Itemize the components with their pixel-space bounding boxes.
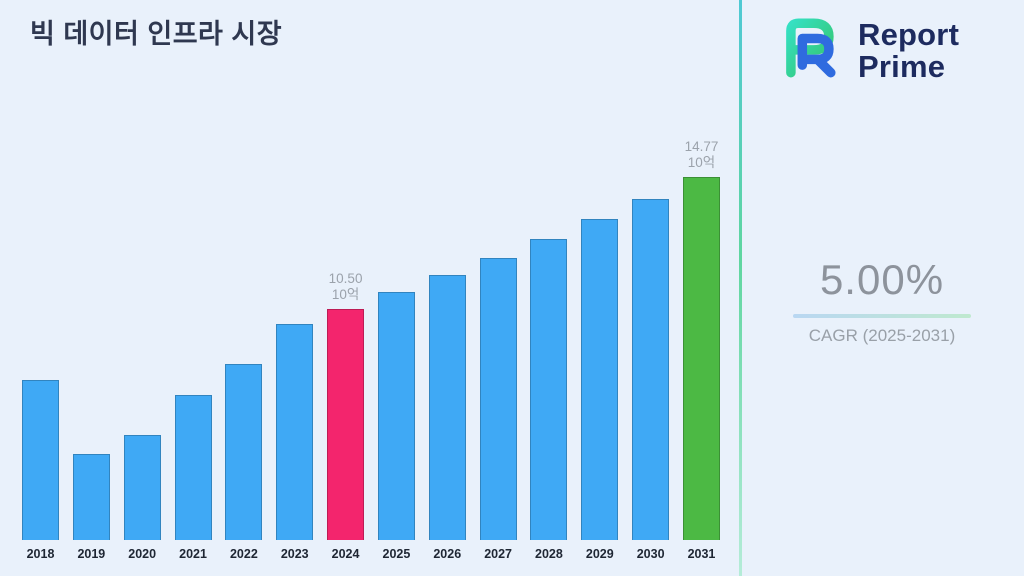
bar-2028: [530, 239, 568, 540]
bar-column-2023: 2023: [276, 170, 314, 561]
x-axis-label-2029: 2029: [585, 547, 614, 561]
bar-column-2020: 2020: [123, 170, 161, 561]
bar-2022: [225, 364, 263, 540]
bar-column-2019: 2019: [72, 170, 110, 561]
x-axis-label-2026: 2026: [433, 547, 462, 561]
bar-column-2028: 2028: [530, 170, 568, 561]
x-axis-label-2020: 2020: [128, 547, 157, 561]
bar-column-2030: 2030: [632, 170, 670, 561]
bar-column-2026: 2026: [428, 170, 466, 561]
bar-2019: [72, 454, 110, 540]
bar-2031: [682, 177, 720, 540]
x-axis-label-2027: 2027: [484, 547, 512, 561]
bar-2020: [123, 435, 161, 540]
x-axis-label-2018: 2018: [26, 547, 55, 561]
bar-2026: [428, 275, 466, 540]
cagr-value: 5.00%: [819, 256, 945, 303]
x-axis-label-2025: 2025: [382, 547, 411, 561]
bar-2018: [22, 380, 59, 540]
bar-column-2027: 2027: [479, 170, 517, 561]
bar-2023: [276, 324, 314, 540]
bar-column-2024: 10.50 10억 2024: [327, 170, 365, 561]
page-title: 빅 데이터 인프라 시장: [30, 19, 283, 49]
x-axis-label-2028: 2028: [535, 547, 563, 561]
cagr-block: 5.00% CAGR (2025-2031): [748, 256, 1016, 346]
x-axis-label-2030: 2030: [636, 547, 665, 561]
x-axis-label-2023: 2023: [280, 547, 309, 561]
bar-2029: [581, 219, 619, 540]
brand-name: Report Prime: [858, 19, 959, 82]
bar-2027: [479, 258, 517, 540]
brand-name-bottom: Prime: [858, 48, 946, 84]
bar-column-2029: 2029: [581, 170, 619, 561]
bar-annotation-2024: 10.50 10억: [328, 270, 363, 302]
x-axis-label-2024: 2024: [331, 547, 360, 561]
x-axis-label-2022: 2022: [229, 547, 258, 561]
x-axis-label-2031: 2031: [687, 547, 716, 561]
bar-2025: [377, 292, 415, 540]
bar-column-2025: 2025: [377, 170, 415, 561]
bar-column-2022: 2022: [225, 170, 263, 561]
x-axis-label-2021: 2021: [179, 547, 207, 561]
section-divider: [739, 0, 742, 576]
brand-block: Report Prime: [770, 10, 959, 91]
bar-column-2031: 14.77 10억 2031: [682, 139, 720, 561]
bar-2021: [174, 395, 212, 540]
bar-chart: 2018 2019 2020 2021 2022 2023 10.50 10억 2024 2025…: [22, 139, 720, 561]
bar-2030: [632, 199, 670, 540]
bar-column-2018: 2018: [22, 170, 59, 561]
cagr-label: CAGR (2025-2031): [808, 326, 956, 345]
brand-name-top: Report: [858, 16, 960, 52]
report-prime-logo-icon: [770, 10, 846, 91]
bar-column-2021: 2021: [174, 170, 212, 561]
x-axis-label-2019: 2019: [77, 547, 106, 561]
cagr-underline: [793, 314, 971, 318]
bar-2024: [327, 309, 365, 540]
bar-annotation-2031: 14.77 10억: [684, 138, 719, 170]
